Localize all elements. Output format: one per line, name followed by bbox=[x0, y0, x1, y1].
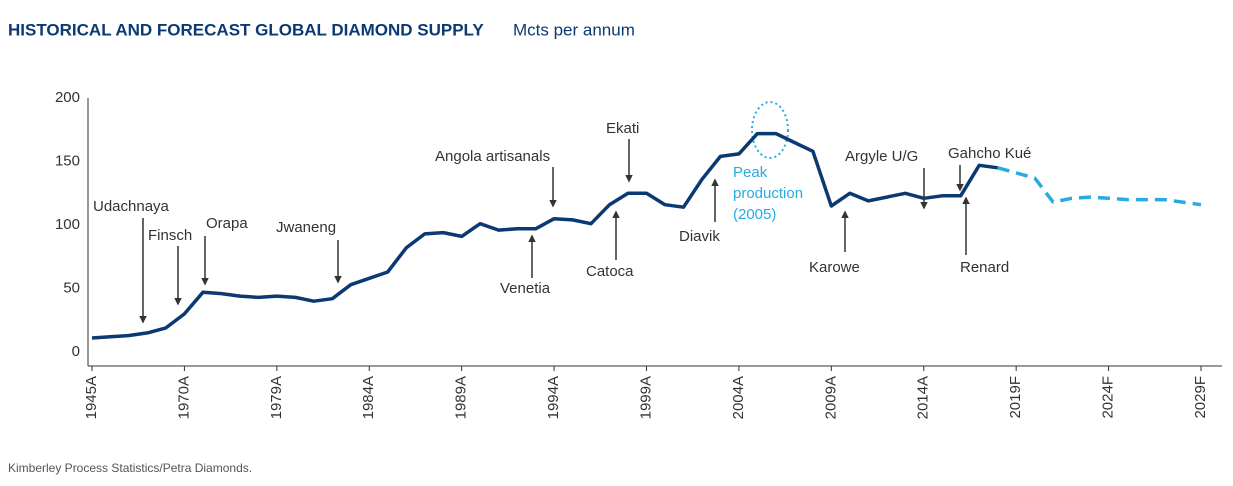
annotation-label: Udachnaya bbox=[93, 198, 170, 215]
annotation-label: Ekati bbox=[606, 120, 639, 137]
peak-note: Peak bbox=[733, 164, 768, 181]
x-tick-label: 2009A bbox=[822, 376, 839, 419]
chart-title: HISTORICAL AND FORECAST GLOBAL DIAMOND S… bbox=[8, 20, 484, 39]
peak-note: (2005) bbox=[733, 206, 776, 223]
x-tick-label: 1999A bbox=[637, 376, 654, 419]
x-tick-label: 1979A bbox=[268, 376, 285, 419]
x-tick-label: 1984A bbox=[360, 376, 377, 419]
y-tick-label: 0 bbox=[72, 343, 80, 360]
x-tick-label: 2019F bbox=[1007, 376, 1024, 419]
source-note: Kimberley Process Statistics/Petra Diamo… bbox=[8, 461, 252, 475]
series-line bbox=[91, 131, 998, 340]
y-tick-label: 150 bbox=[55, 152, 80, 169]
peak-highlight bbox=[751, 101, 789, 159]
x-tick-label: 1970A bbox=[175, 376, 192, 419]
y-tick-label: 100 bbox=[55, 216, 80, 233]
x-tick-label: 2004A bbox=[730, 376, 747, 419]
annotation-label: Catoca bbox=[586, 263, 634, 280]
peak-note: production bbox=[733, 185, 803, 202]
x-tick-label: 2029F bbox=[1192, 376, 1209, 419]
x-tick-label: 1994A bbox=[545, 376, 562, 419]
annotation-label: Karowe bbox=[809, 259, 860, 276]
series-line bbox=[997, 166, 1202, 207]
chart-subtitle: Mcts per annum bbox=[513, 20, 635, 39]
annotation-label: Finsch bbox=[148, 227, 192, 244]
annotation-label: Angola artisanals bbox=[435, 148, 550, 165]
y-tick-label: 200 bbox=[55, 89, 80, 106]
annotation-label: Diavik bbox=[679, 228, 720, 245]
x-tick-label: 1989A bbox=[453, 376, 470, 419]
annotation-label: Venetia bbox=[500, 280, 551, 297]
x-tick-label: 1945A bbox=[83, 376, 100, 419]
annotation-label: Argyle U/G bbox=[845, 148, 918, 165]
annotation-label: Gahcho Kué bbox=[948, 145, 1031, 162]
x-tick-label: 2024F bbox=[1100, 376, 1117, 419]
annotation-label: Orapa bbox=[206, 215, 248, 232]
x-tick-label: 2014A bbox=[915, 376, 932, 419]
annotation-label: Jwaneng bbox=[276, 219, 336, 236]
y-tick-label: 50 bbox=[63, 279, 80, 296]
annotation-label: Renard bbox=[960, 259, 1009, 276]
